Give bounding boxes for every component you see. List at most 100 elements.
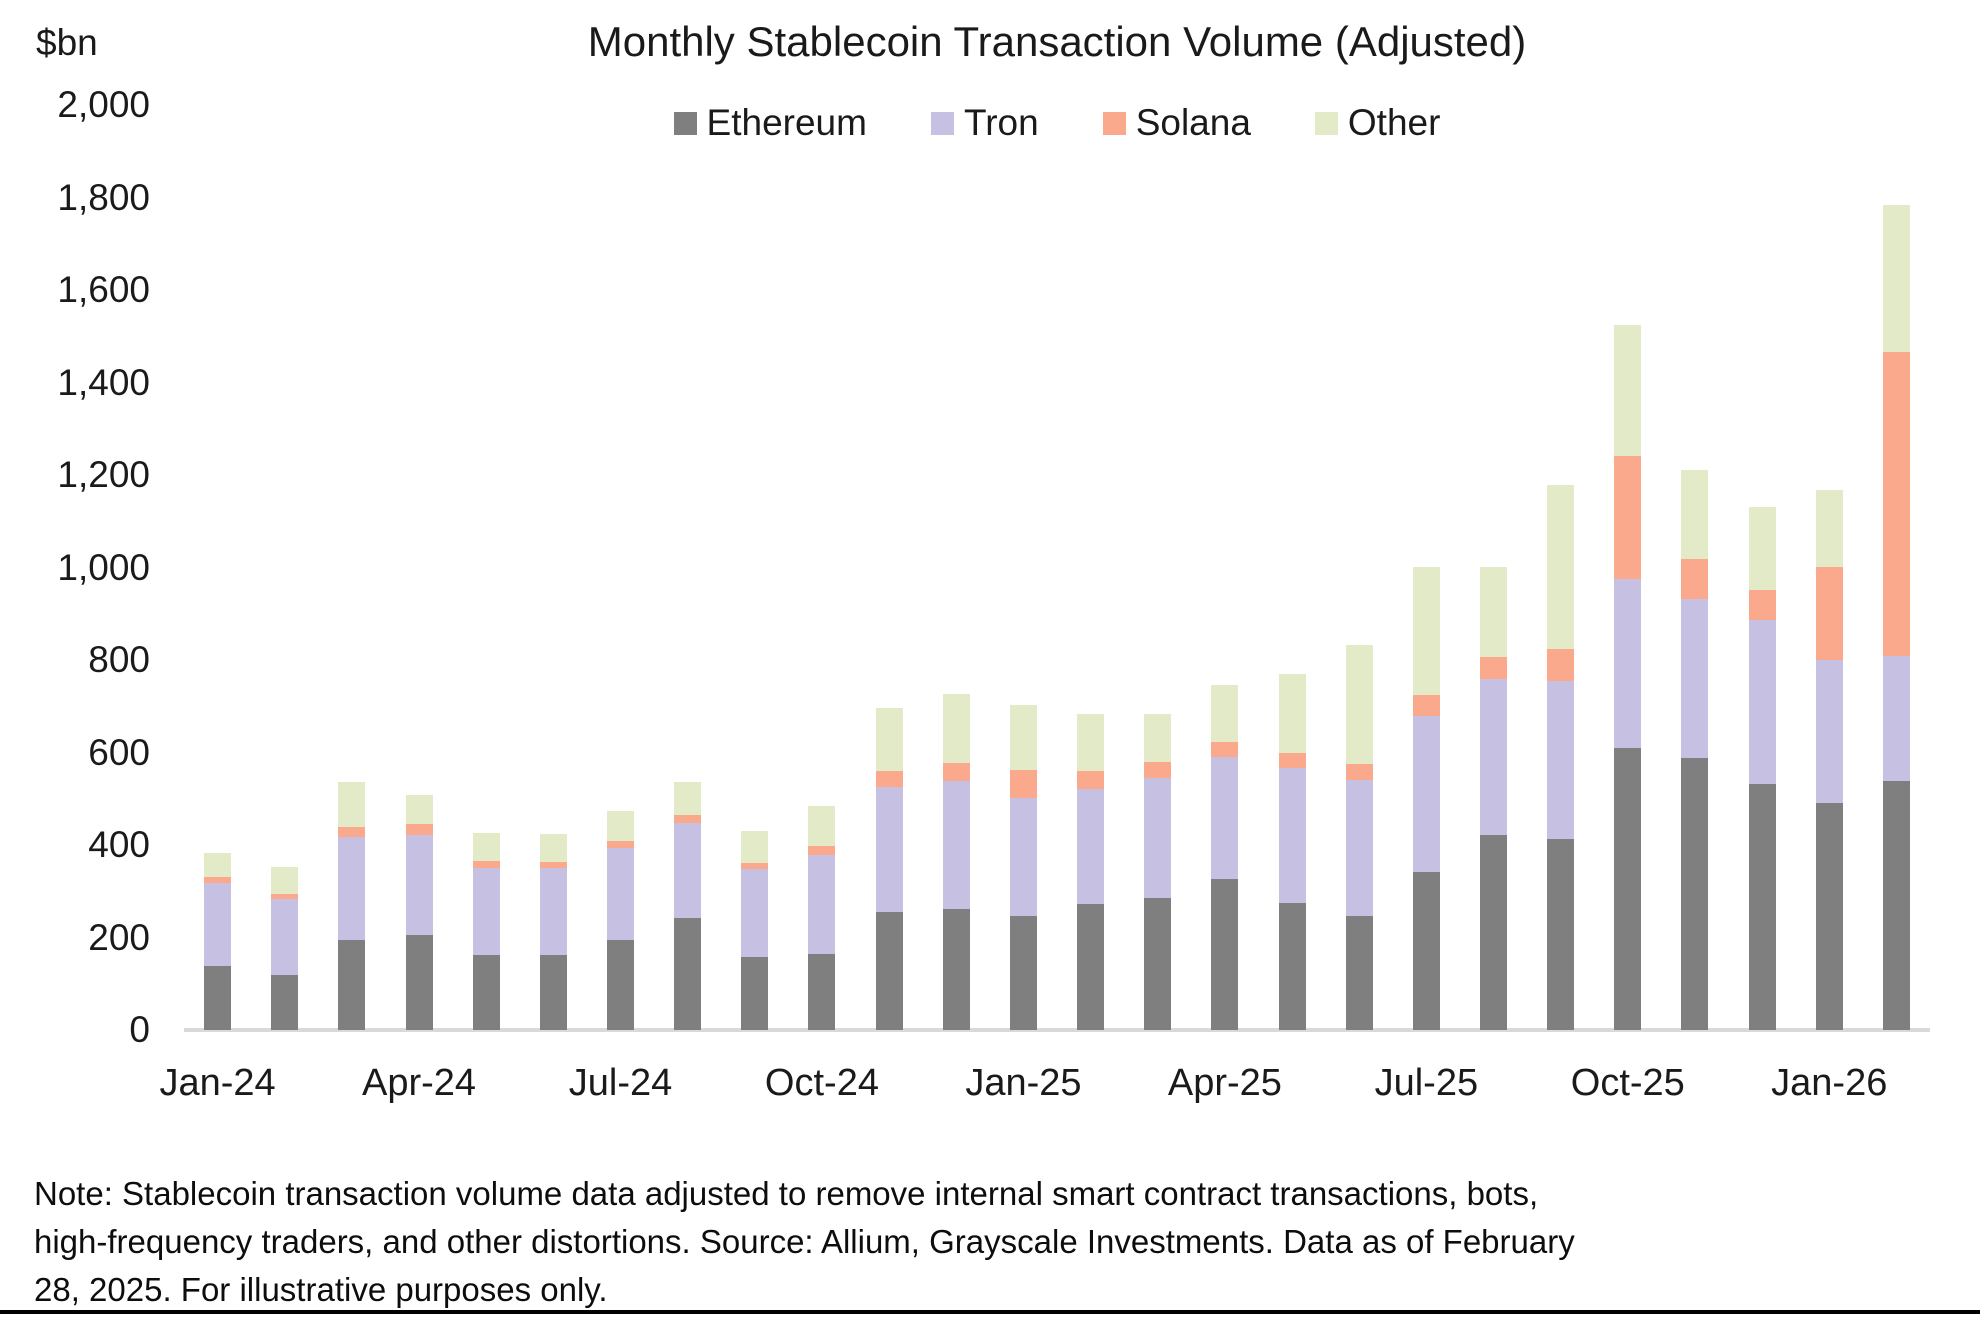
bar-segment-other [674,782,702,815]
bar-segment-other [1547,485,1575,649]
bar-segment-tron [1077,789,1105,905]
legend-label: Ethereum [706,102,867,143]
bar-segment-solana [1748,590,1776,621]
bar-segment-ethereum [1144,898,1172,1030]
bar-segment-ethereum [271,974,299,1030]
bar-segment-tron [1144,777,1172,899]
bar-segment-ethereum [1077,904,1105,1030]
bar-segment-other [1681,469,1709,560]
bar-segment-solana [1278,752,1306,769]
chart-title: Monthly Stablecoin Transaction Volume (A… [587,18,1527,65]
bar-segment-solana [674,814,702,823]
x-axis-tick-label: Oct-24 [764,1062,879,1104]
bar-segment-ethereum [607,939,634,1030]
bar-segment-tron [405,834,433,936]
y-axis-tick-label: 600 [88,731,150,773]
bar-segment-tron [1211,757,1239,880]
bar-segment-tron [1748,620,1776,784]
bar-feb-26 [1882,204,1910,1030]
bottom-divider-line [0,1310,1980,1314]
bar-segment-other [808,806,836,846]
x-axis-tick-label: Jan-24 [159,1062,276,1104]
bar-segment-other [405,795,433,825]
legend-swatch-tron [930,111,954,135]
bar-segment-ethereum [1614,747,1642,1030]
bar-segment-other [1614,325,1642,457]
bar-segment-solana [204,876,232,883]
bar-segment-tron [1815,660,1843,803]
bar-jan-25 [1009,704,1037,1030]
bar-segment-other [1278,673,1306,753]
bar-segment-solana [1882,352,1910,656]
bar-segment-solana [1077,771,1105,790]
y-axis-tick-label: 800 [88,639,150,680]
y-axis-tick-label: 1,800 [57,176,150,218]
bar-mar-24 [338,782,366,1030]
bar-feb-24 [271,867,299,1030]
bar-segment-ethereum [1480,834,1507,1030]
bar-segment-tron [1614,579,1642,748]
bar-segment-solana [942,763,970,782]
bar-segment-solana [1614,456,1642,580]
legend-swatch-solana [1102,111,1126,135]
bar-segment-ethereum [942,908,970,1030]
source-note-line: high-frequency traders, and other distor… [34,1223,1575,1260]
x-axis-line [184,1028,1930,1032]
bar-may-24 [472,833,500,1030]
bar-segment-ethereum [741,956,769,1030]
bar-segment-tron [607,848,634,940]
y-axis-unit-label: $bn [36,22,98,63]
bar-mar-25 [1144,714,1172,1030]
legend-item-tron: Tron [930,102,1039,144]
bar-segment-ethereum [1815,802,1843,1030]
x-axis-tick-label: Jan-26 [1771,1062,1888,1104]
bar-segment-ethereum [808,954,836,1030]
bar-segment-tron [271,899,299,975]
bar-aug-25 [1480,567,1507,1030]
bar-segment-solana [1547,648,1575,681]
bar-segment-other [1144,714,1172,763]
bar-segment-ethereum [1748,783,1776,1030]
bar-segment-ethereum [1547,839,1575,1030]
bar-segment-ethereum [1882,781,1910,1030]
bar-segment-ethereum [1211,879,1239,1030]
y-axis-tick-label: 1,600 [57,269,150,310]
bar-nov-24 [875,708,903,1030]
bar-may-25 [1278,673,1306,1030]
bar-segment-other [875,708,903,771]
y-axis-tick-label: 0 [129,1009,150,1050]
source-note: Note: Stablecoin transaction volume data… [34,1170,1575,1314]
plot-area [184,105,1930,1032]
bar-segment-ethereum [472,955,500,1030]
bar-segment-other [942,694,970,764]
bar-segment-tron [338,837,366,940]
x-axis-tick-label: Apr-24 [362,1062,477,1104]
bar-segment-ethereum [1345,916,1373,1030]
bar-segment-tron [539,868,567,956]
bar-feb-25 [1077,714,1105,1030]
bar-segment-solana [741,863,769,870]
x-axis-tick-label: Jul-24 [568,1062,673,1104]
bar-jul-25 [1412,567,1440,1030]
bar-segment-tron [1480,678,1507,835]
bar-segment-tron [1009,797,1037,917]
bar-segment-tron [1345,780,1373,917]
bar-segment-other [1412,567,1440,696]
bar-apr-25 [1211,685,1239,1030]
bar-segment-other [1480,567,1507,658]
legend-swatch-ethereum [673,111,697,135]
legend-swatch-other [1314,111,1338,135]
bar-segment-ethereum [1009,916,1037,1030]
bar-segment-other [271,867,299,894]
title-band: Monthly Stablecoin Transaction Volume (A… [184,18,1930,66]
bar-aug-24 [674,782,702,1030]
bar-segment-solana [1480,657,1507,679]
bar-segment-ethereum [875,912,903,1030]
bar-dec-24 [942,694,970,1030]
bar-segment-ethereum [674,918,702,1030]
bar-segment-other [741,831,769,864]
legend-label: Solana [1135,102,1251,143]
bar-segment-other [338,782,366,827]
bar-segment-solana [1681,559,1709,599]
bar-segment-solana [1345,764,1373,781]
